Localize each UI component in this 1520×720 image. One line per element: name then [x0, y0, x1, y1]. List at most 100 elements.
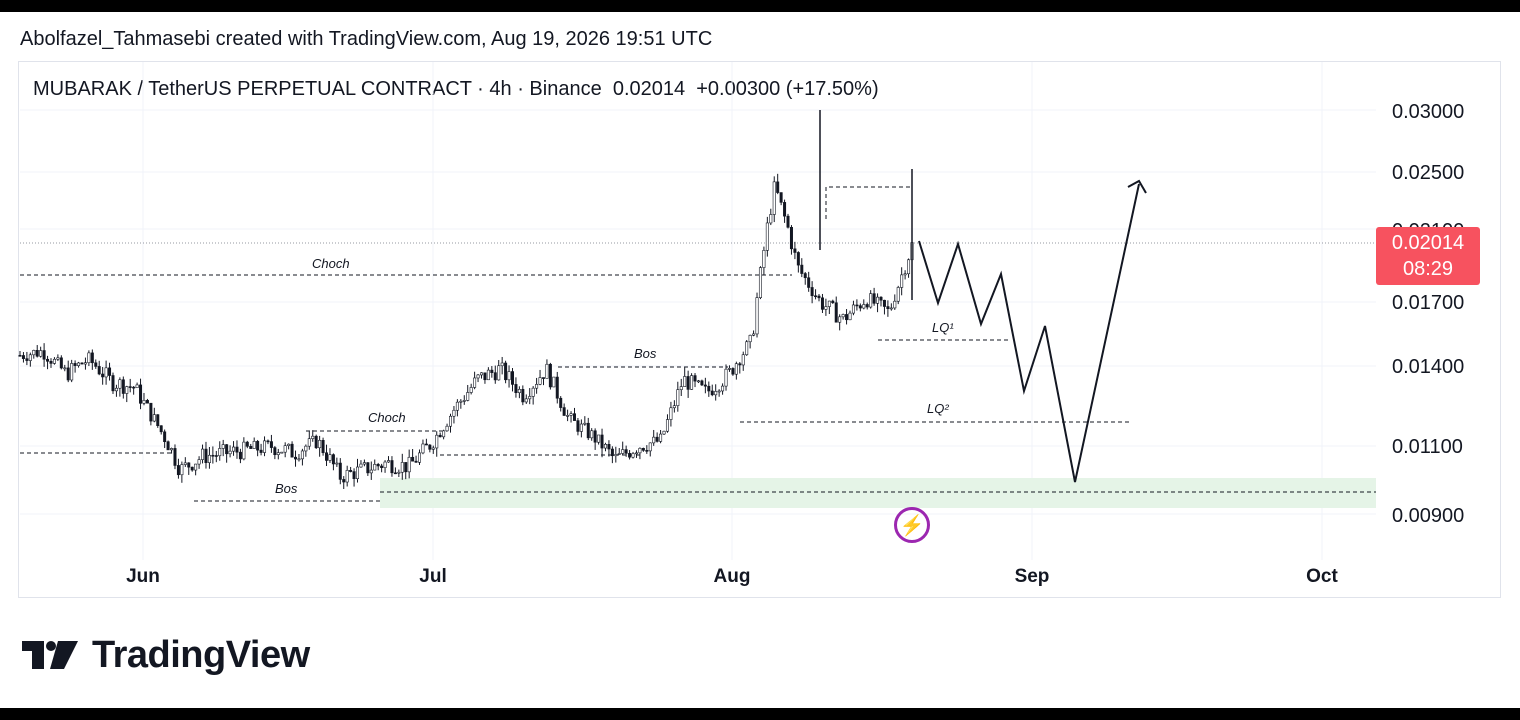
candle-body	[631, 453, 635, 458]
candle-body	[152, 414, 156, 422]
candle-body	[745, 341, 749, 356]
candle-body	[886, 306, 890, 309]
candle-body	[414, 460, 418, 463]
candle-body	[156, 414, 160, 426]
candle-body	[390, 460, 394, 474]
candle-body	[111, 375, 115, 392]
candle-body	[817, 295, 821, 299]
candle-body	[442, 430, 446, 438]
tradingview-logo-icon	[22, 640, 78, 669]
candle-body	[90, 352, 94, 364]
x-tick: Sep	[1015, 566, 1050, 587]
candle-body	[18, 355, 22, 357]
candle-body	[576, 420, 580, 432]
candle-body	[59, 357, 63, 369]
candle-body	[696, 380, 700, 383]
candle-body	[387, 460, 391, 463]
current-price-value: 0.02014	[1391, 232, 1465, 254]
candle-body	[283, 445, 287, 453]
candle-body	[476, 374, 480, 379]
candle-body	[297, 458, 301, 461]
symbol-name[interactable]: MUBARAK / TetherUS PERPETUAL CONTRACT · …	[33, 78, 602, 100]
candle-body	[201, 448, 205, 460]
candle-body	[717, 390, 721, 393]
candle-body	[269, 441, 273, 448]
candle-body	[483, 372, 487, 381]
candle-body	[290, 443, 294, 458]
candle-body	[500, 362, 504, 367]
candle-body	[783, 202, 787, 217]
candle-body	[538, 377, 542, 385]
candle-body	[738, 363, 742, 366]
candle-body	[672, 405, 676, 409]
candle-body	[376, 464, 380, 467]
candle-body	[686, 376, 690, 390]
candle-body	[600, 434, 604, 449]
candle-body	[731, 368, 735, 375]
candle-body	[851, 304, 855, 314]
candle-body	[28, 354, 32, 361]
candle-body	[727, 368, 731, 370]
candle-body	[479, 372, 483, 376]
symbol-price: 0.02014	[612, 78, 686, 100]
candle-body	[352, 471, 356, 480]
candle-body	[562, 407, 566, 416]
candle-body	[752, 333, 756, 336]
candle-body	[528, 396, 532, 400]
candle-body	[369, 469, 373, 474]
candle-body	[449, 415, 453, 427]
candle-body	[504, 362, 508, 381]
bottom-border	[0, 708, 1520, 720]
candle-body	[882, 299, 886, 307]
candle-body	[628, 453, 632, 458]
candle-body	[404, 462, 408, 473]
candle-body	[872, 293, 876, 304]
candle-body	[314, 435, 318, 449]
candle-body	[535, 384, 539, 389]
logo-text: TradingView	[92, 634, 310, 676]
candle-body	[490, 369, 494, 373]
candle-body	[903, 273, 907, 276]
candle-body	[762, 250, 766, 268]
y-tick: 0.00900	[1392, 505, 1464, 527]
y-tick: 0.01400	[1392, 356, 1464, 378]
candle-body	[21, 355, 25, 359]
lightning-icon[interactable]: ⚡	[894, 507, 930, 543]
candle-body	[83, 362, 87, 365]
candle-body	[121, 379, 125, 394]
candle-body	[245, 441, 249, 447]
candle-body	[693, 375, 697, 382]
candle-body	[238, 451, 242, 460]
candle-body	[356, 466, 360, 480]
candle-body	[769, 214, 773, 224]
candle-body	[786, 215, 790, 228]
candle-body	[145, 400, 149, 404]
candle-body	[789, 226, 793, 250]
candle-body	[125, 386, 129, 394]
candle-body	[734, 363, 738, 375]
candle-body	[834, 302, 838, 323]
candle-body	[514, 384, 518, 394]
candle-body	[810, 287, 814, 297]
chart-frame	[18, 61, 1501, 598]
candle-body	[221, 444, 225, 449]
candle-body	[77, 362, 81, 366]
candle-body	[338, 462, 342, 480]
candle-body	[593, 430, 597, 443]
tradingview-logo[interactable]: TradingView	[22, 634, 310, 677]
candle-body	[552, 376, 556, 388]
projection-arrowhead	[1127, 179, 1147, 194]
candle-body	[572, 413, 576, 421]
candle-body	[803, 273, 807, 279]
candle-body	[383, 461, 387, 468]
x-tick: Oct	[1306, 566, 1338, 587]
candle-body	[827, 300, 831, 307]
lq2-label: LQ²	[927, 401, 949, 416]
candle-body	[218, 448, 222, 457]
candle-body	[411, 456, 415, 462]
y-tick: 0.02500	[1392, 162, 1464, 184]
candle-body	[311, 435, 315, 440]
candle-body	[641, 447, 645, 451]
candle-body	[101, 373, 105, 378]
